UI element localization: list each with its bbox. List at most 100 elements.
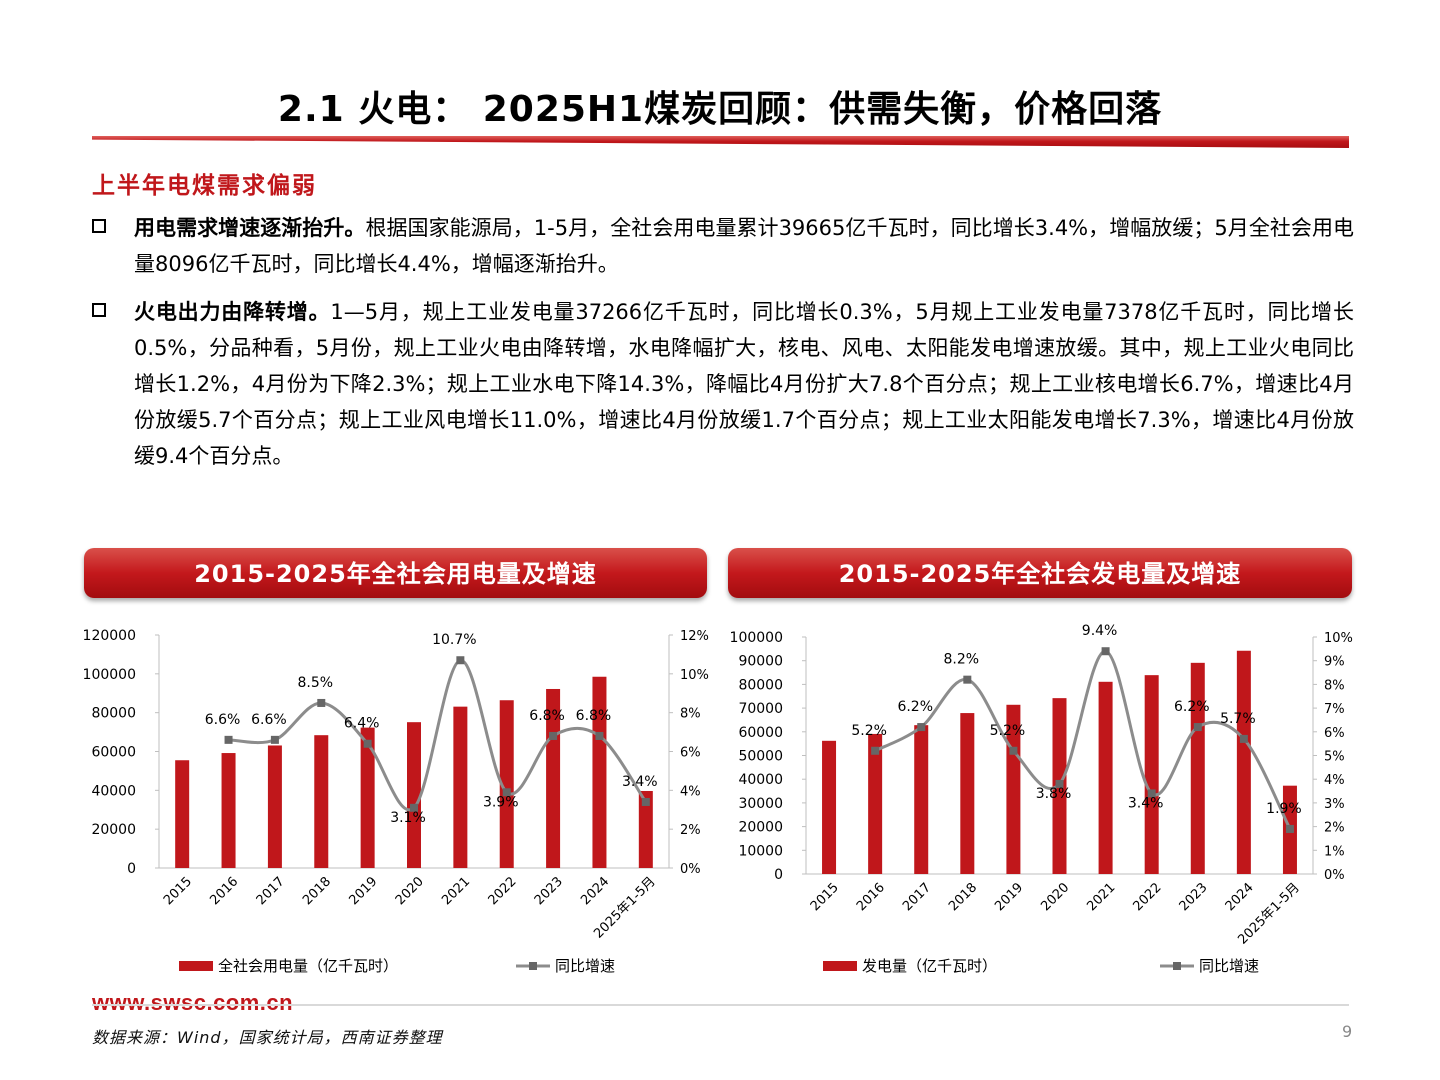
y-left-tick-label: 0 <box>127 861 136 877</box>
data-label: 6.6% <box>251 712 287 728</box>
growth-line <box>874 649 1292 830</box>
checkbox-bullet-icon <box>92 219 106 233</box>
y-left-tick-label: 50000 <box>738 749 783 765</box>
title-rule <box>92 136 1349 148</box>
chart-title-consumption: 2015-2025年全社会用电量及增速 <box>84 548 707 598</box>
data-label: 3.8% <box>1036 786 1072 802</box>
data-label: 1.9% <box>1266 801 1302 817</box>
section-heading: 上半年电煤需求偏弱 <box>92 173 317 199</box>
bar-2021 <box>453 706 468 868</box>
y-right-tick-label: 8% <box>1324 678 1345 693</box>
y-left-tick-label: 90000 <box>738 654 783 670</box>
bullet-text: 用电需求增速逐渐抬升。根据国家能源局，1-5月，全社会用电量累计39665亿千瓦… <box>134 210 1354 282</box>
y-right-tick-label: 8% <box>680 707 701 722</box>
data-label: 8.2% <box>944 652 980 668</box>
x-tick-label: 2020 <box>1038 880 1072 914</box>
growth-point-2022 <box>1147 789 1156 798</box>
y-right-tick-label: 0% <box>1324 868 1345 883</box>
bar-2018 <box>960 713 975 874</box>
growth-point-2018 <box>963 675 972 684</box>
x-tick-label: 2020 <box>393 874 427 908</box>
bar-2025年1-5月 <box>638 790 653 868</box>
generation-chart: 0 10000 20000 30000 40000 50000 60000 70000 8000… <box>730 623 1353 975</box>
y-right-tick-label: 2% <box>1324 821 1345 836</box>
y-left-tick-label: 80000 <box>91 706 136 722</box>
data-label: 6.8% <box>576 708 612 724</box>
x-tick-label: 2024 <box>578 874 612 908</box>
growth-point-2016 <box>224 735 233 744</box>
bullet-body: 根据国家能源局，1-5月，全社会用电量累计39665亿千瓦时，同比增长3.4%，… <box>134 216 1355 276</box>
bar-2022 <box>499 700 514 868</box>
growth-point-2017 <box>270 735 279 744</box>
growth-point-2021 <box>1101 647 1110 656</box>
data-label: 5.2% <box>990 723 1026 739</box>
growth-point-2020 <box>410 803 418 812</box>
site-logo[interactable]: www.swsc.com.cn <box>92 990 294 1015</box>
data-label: 3.9% <box>483 794 519 810</box>
growth-point-2017 <box>917 723 926 732</box>
bullet-lead: 火电出力由降转增。 <box>134 300 331 324</box>
bar-2019 <box>360 727 375 868</box>
x-tick-label: 2019 <box>346 874 380 908</box>
x-tick-label: 2021 <box>1084 880 1118 914</box>
bar-2022 <box>1144 675 1159 874</box>
bar-2016 <box>221 753 236 868</box>
legend-line-marker <box>529 962 537 970</box>
y-right-tick-label: 10% <box>1324 631 1353 646</box>
x-tick-label: 2015 <box>161 874 195 908</box>
bar-2017 <box>914 725 929 874</box>
bar-2023 <box>1190 662 1205 874</box>
y-left-tick-label: 40000 <box>738 772 783 788</box>
bar-2016 <box>868 733 883 874</box>
data-label: 6.2% <box>897 699 933 715</box>
bullet-text: 火电出力由降转增。1—5月，规上工业发电量37266亿千瓦时，同比增长0.3%，… <box>134 294 1354 474</box>
growth-point-2019 <box>1009 746 1018 755</box>
x-tick-label: 2017 <box>900 880 934 914</box>
x-tick-label: 2023 <box>1177 880 1211 914</box>
data-label: 5.7% <box>1220 711 1256 727</box>
legend-bar-swatch <box>823 961 857 971</box>
growth-point-2025年1-5月 <box>1285 824 1294 833</box>
x-tick-label: 2022 <box>1131 880 1165 914</box>
growth-point-2023 <box>1193 723 1202 732</box>
x-tick-label: 2024 <box>1223 880 1257 914</box>
legend-line-label: 同比增速 <box>555 957 615 975</box>
data-label: 6.2% <box>1174 699 1210 715</box>
legend-line-label: 同比增速 <box>1199 957 1259 975</box>
data-label: 5.2% <box>851 723 887 739</box>
y-right-tick-label: 0% <box>680 862 701 877</box>
x-tick-label: 2016 <box>207 874 241 908</box>
y-right-tick-label: 4% <box>1324 773 1345 788</box>
y-left-tick-label: 10000 <box>738 843 783 859</box>
source-note: 数据来源：Wind，国家统计局，西南证券整理 <box>92 1028 443 1047</box>
data-label: 6.8% <box>529 708 565 724</box>
data-label: 3.1% <box>390 810 426 826</box>
y-right-tick-label: 6% <box>1324 726 1345 741</box>
data-label: 10.7% <box>432 632 476 648</box>
bar-2024 <box>592 676 607 868</box>
growth-point-2023 <box>549 731 558 740</box>
bar-2018 <box>314 735 329 868</box>
legend-line-marker <box>1173 962 1181 970</box>
growth-line <box>228 658 648 812</box>
y-right-tick-label: 2% <box>680 823 701 838</box>
growth-point-2016 <box>871 746 880 755</box>
bar-2015 <box>822 740 837 874</box>
y-left-tick-label: 60000 <box>91 745 136 761</box>
y-right-tick-label: 9% <box>1324 655 1345 670</box>
data-label: 6.4% <box>344 716 380 732</box>
y-left-tick-label: 30000 <box>738 796 783 812</box>
x-tick-label: 2023 <box>532 874 566 908</box>
y-right-tick-label: 12% <box>680 629 709 644</box>
data-label: 9.4% <box>1082 623 1118 639</box>
bullet-body: 1—5月，规上工业发电量37266亿千瓦时，同比增长0.3%，5月规上工业发电量… <box>134 300 1354 468</box>
growth-point-2022 <box>502 788 511 797</box>
growth-point-2018 <box>317 698 326 707</box>
footer-rule <box>92 1004 1349 1006</box>
y-right-tick-label: 5% <box>1324 750 1345 765</box>
bullet-lead: 用电需求增速逐渐抬升。 <box>134 216 366 240</box>
growth-point-2019 <box>363 739 372 748</box>
y-right-tick-label: 3% <box>1324 797 1345 812</box>
growth-point-2021 <box>456 656 465 665</box>
y-left-tick-label: 120000 <box>84 628 136 644</box>
